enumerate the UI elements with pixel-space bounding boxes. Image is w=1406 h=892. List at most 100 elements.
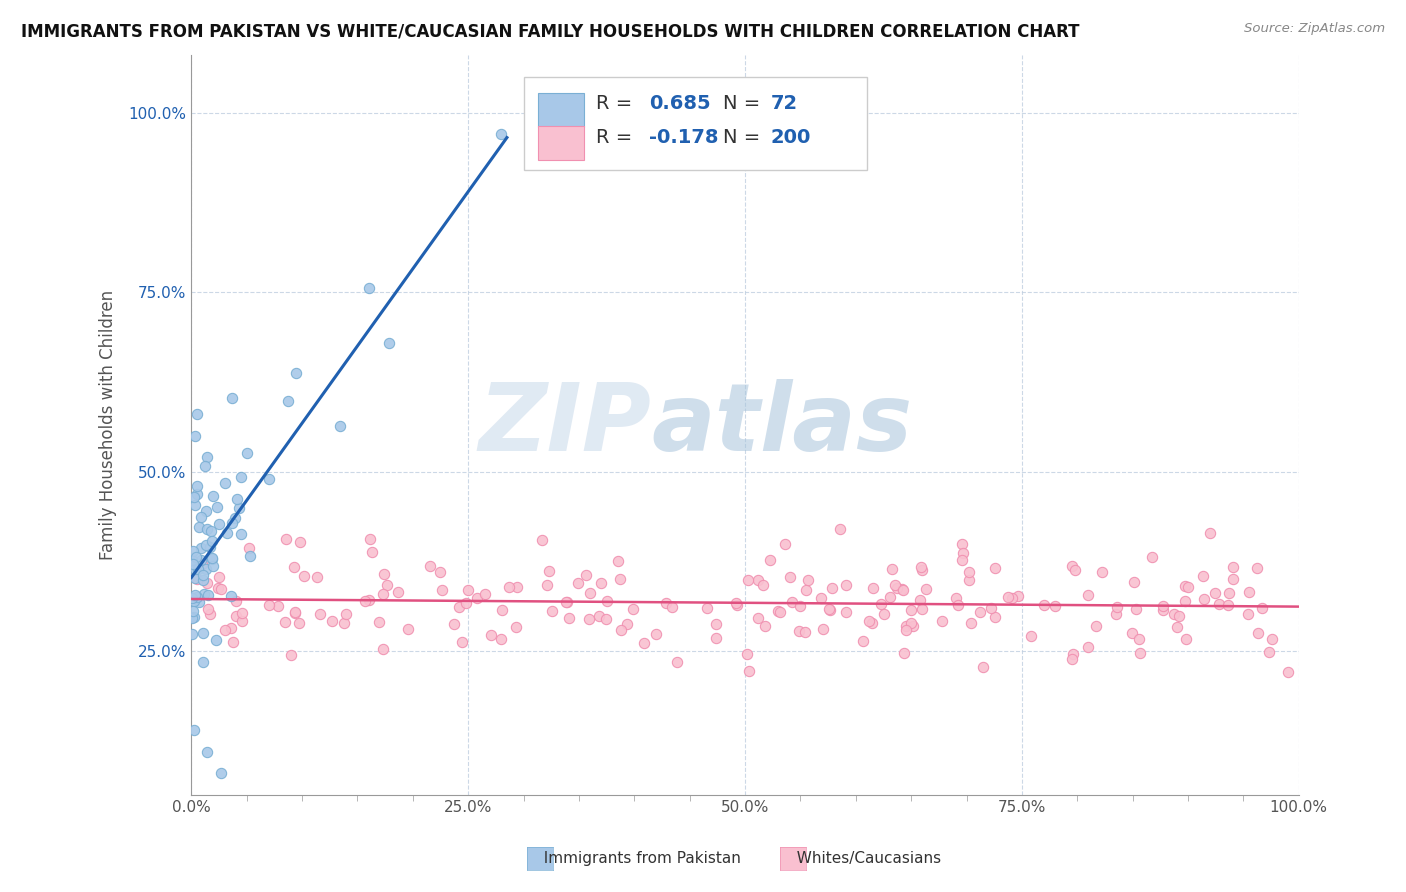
Point bbox=[606, 554, 628, 568]
Point bbox=[191, 573, 214, 587]
Point bbox=[894, 619, 917, 633]
Point bbox=[186, 407, 208, 421]
Point bbox=[219, 589, 242, 603]
Point bbox=[704, 617, 727, 632]
Point bbox=[1168, 609, 1191, 624]
Point bbox=[181, 544, 204, 558]
Point bbox=[396, 622, 419, 636]
Point bbox=[195, 538, 218, 552]
Point bbox=[332, 615, 354, 630]
Point bbox=[207, 582, 229, 596]
Point bbox=[200, 524, 222, 538]
Point bbox=[288, 535, 311, 549]
Point bbox=[1246, 561, 1268, 575]
Text: atlas: atlas bbox=[651, 379, 912, 471]
Point bbox=[633, 636, 655, 650]
Point bbox=[747, 611, 769, 625]
Point bbox=[536, 578, 558, 592]
Point bbox=[1007, 589, 1029, 603]
Point bbox=[1064, 563, 1087, 577]
Point bbox=[794, 625, 817, 640]
Point bbox=[449, 599, 471, 614]
Point bbox=[1208, 597, 1230, 611]
Point bbox=[950, 537, 973, 551]
Point bbox=[616, 616, 638, 631]
Text: Whites/Caucasians: Whites/Caucasians bbox=[787, 851, 942, 865]
Point bbox=[183, 571, 205, 585]
Point bbox=[450, 635, 472, 649]
Point bbox=[984, 561, 1007, 575]
Point bbox=[231, 614, 253, 628]
Point bbox=[214, 623, 236, 637]
Point bbox=[474, 587, 496, 601]
Point bbox=[972, 660, 994, 674]
Point bbox=[491, 127, 513, 141]
Point bbox=[1250, 601, 1272, 615]
Point bbox=[873, 607, 896, 621]
Point bbox=[1140, 550, 1163, 565]
Point bbox=[654, 596, 676, 610]
Point bbox=[506, 580, 529, 594]
Point bbox=[984, 609, 1007, 624]
Point bbox=[891, 582, 914, 597]
Point bbox=[931, 614, 953, 628]
Point bbox=[283, 560, 305, 574]
Point bbox=[231, 470, 253, 484]
Point bbox=[737, 573, 759, 587]
Point bbox=[1125, 601, 1147, 615]
Point bbox=[1122, 574, 1144, 589]
Point bbox=[205, 632, 228, 647]
Point bbox=[911, 602, 934, 616]
Point bbox=[190, 553, 212, 567]
Point bbox=[1166, 620, 1188, 634]
Point bbox=[706, 632, 728, 646]
Point bbox=[236, 446, 259, 460]
Text: 200: 200 bbox=[770, 128, 811, 146]
Point bbox=[1216, 599, 1239, 613]
Point bbox=[224, 511, 246, 525]
Point bbox=[661, 599, 683, 614]
Point bbox=[910, 560, 932, 574]
Point bbox=[377, 578, 399, 592]
Point bbox=[957, 565, 980, 579]
Point bbox=[209, 766, 232, 780]
Point bbox=[1128, 632, 1150, 647]
Point bbox=[190, 509, 212, 524]
Point bbox=[696, 601, 718, 615]
Point bbox=[292, 569, 315, 583]
Point bbox=[187, 520, 209, 534]
FancyBboxPatch shape bbox=[538, 93, 585, 127]
Point bbox=[579, 586, 602, 600]
Point bbox=[725, 598, 748, 612]
Point bbox=[1261, 632, 1284, 646]
Point bbox=[811, 622, 834, 636]
Point bbox=[834, 578, 856, 592]
Point bbox=[186, 479, 208, 493]
Point bbox=[1077, 640, 1099, 654]
Point bbox=[780, 594, 803, 608]
Point bbox=[957, 573, 980, 587]
Point bbox=[747, 573, 769, 587]
Point bbox=[1001, 591, 1024, 605]
Point bbox=[305, 570, 328, 584]
Point bbox=[1033, 598, 1056, 612]
Point bbox=[794, 582, 817, 597]
Point bbox=[274, 533, 297, 547]
Point bbox=[180, 627, 202, 641]
Point bbox=[443, 617, 465, 632]
Point bbox=[195, 504, 218, 518]
Point bbox=[828, 522, 851, 536]
Point bbox=[1175, 632, 1198, 646]
Point bbox=[238, 549, 260, 564]
Point bbox=[284, 605, 307, 619]
Point bbox=[773, 537, 796, 551]
Point bbox=[1204, 586, 1226, 600]
Point bbox=[903, 619, 925, 633]
Point bbox=[969, 605, 991, 619]
Point bbox=[1177, 580, 1199, 594]
Point bbox=[284, 366, 307, 380]
Text: Immigrants from Pakistan: Immigrants from Pakistan bbox=[534, 851, 741, 865]
Point bbox=[537, 565, 560, 579]
Point bbox=[1163, 607, 1185, 621]
Point bbox=[900, 615, 922, 630]
